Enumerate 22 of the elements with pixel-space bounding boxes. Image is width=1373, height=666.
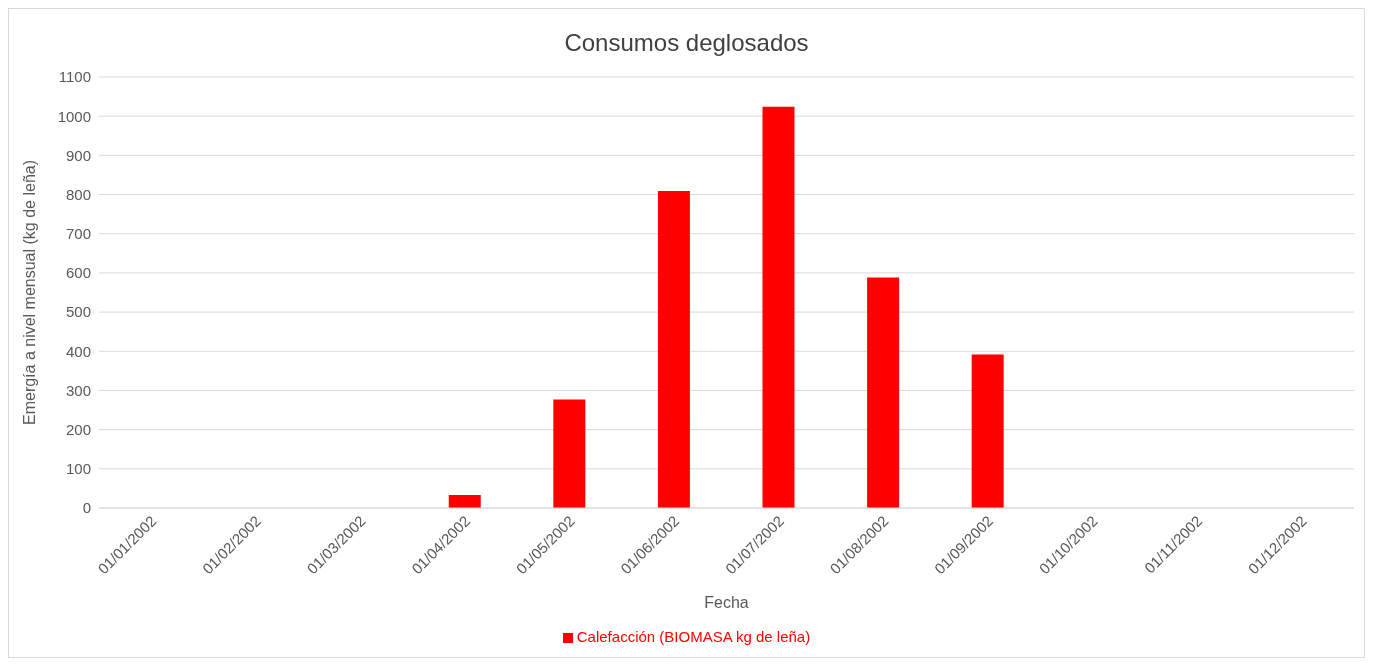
x-axis-title: Fecha bbox=[704, 594, 749, 611]
y-tick-label: 900 bbox=[65, 146, 91, 164]
bar bbox=[657, 191, 690, 508]
bar bbox=[762, 106, 795, 508]
y-tick-label: 600 bbox=[65, 264, 91, 282]
chart-title: Consumos deglosados bbox=[563, 28, 810, 58]
y-tick-label: 500 bbox=[65, 303, 91, 321]
y-tick-label: 400 bbox=[65, 342, 91, 360]
bar bbox=[553, 399, 586, 508]
y-tick-label: 1100 bbox=[58, 68, 91, 86]
y-tick-label: 0 bbox=[82, 499, 91, 517]
bar bbox=[971, 354, 1004, 508]
y-tick-label: 200 bbox=[65, 420, 91, 438]
bar bbox=[448, 495, 481, 508]
legend-label: Calefacción (BIOMASA kg de leña) bbox=[576, 628, 811, 645]
y-tick-label: 800 bbox=[65, 185, 91, 203]
y-tick-label: 300 bbox=[65, 381, 91, 399]
y-tick-label: 700 bbox=[65, 225, 91, 243]
bar bbox=[867, 277, 900, 508]
y-tick-label: 1000 bbox=[57, 107, 91, 125]
y-axis-title: Emergía a nivel mensual (kg de leña) bbox=[20, 159, 38, 426]
y-tick-label: 100 bbox=[65, 460, 91, 478]
